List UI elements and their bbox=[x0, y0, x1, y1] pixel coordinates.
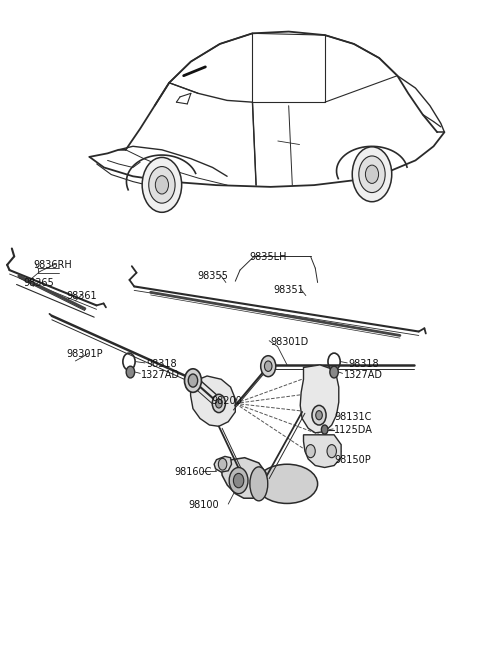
Circle shape bbox=[322, 425, 328, 434]
Polygon shape bbox=[214, 456, 231, 472]
Text: 9836RH: 9836RH bbox=[33, 260, 72, 270]
Polygon shape bbox=[191, 376, 235, 426]
Text: 98200: 98200 bbox=[212, 396, 242, 406]
Polygon shape bbox=[303, 435, 341, 468]
Circle shape bbox=[142, 157, 181, 212]
Ellipse shape bbox=[256, 464, 318, 504]
Text: 98318: 98318 bbox=[348, 360, 379, 370]
Circle shape bbox=[327, 445, 336, 458]
Circle shape bbox=[312, 406, 326, 425]
Circle shape bbox=[330, 366, 338, 378]
Text: 1327AD: 1327AD bbox=[141, 370, 180, 380]
Text: 98301D: 98301D bbox=[271, 337, 309, 347]
Text: 9835LH: 9835LH bbox=[250, 252, 287, 262]
Circle shape bbox=[184, 369, 202, 392]
Text: 98100: 98100 bbox=[188, 500, 219, 510]
Ellipse shape bbox=[250, 467, 268, 501]
Circle shape bbox=[365, 165, 379, 183]
Text: 98160C: 98160C bbox=[174, 467, 212, 477]
Text: 98301P: 98301P bbox=[66, 350, 103, 360]
Text: 98361: 98361 bbox=[66, 291, 96, 301]
Text: 98365: 98365 bbox=[24, 277, 54, 287]
Circle shape bbox=[261, 356, 276, 377]
Circle shape bbox=[233, 474, 244, 488]
Circle shape bbox=[264, 361, 272, 372]
Text: 98150P: 98150P bbox=[334, 456, 371, 466]
Text: 1327AD: 1327AD bbox=[344, 370, 383, 380]
Circle shape bbox=[188, 374, 198, 387]
Circle shape bbox=[216, 399, 222, 408]
Circle shape bbox=[156, 175, 168, 194]
Circle shape bbox=[229, 468, 248, 494]
Text: 98355: 98355 bbox=[198, 271, 228, 281]
Circle shape bbox=[316, 411, 323, 420]
Text: 98318: 98318 bbox=[146, 360, 177, 370]
Circle shape bbox=[126, 366, 134, 378]
Circle shape bbox=[359, 156, 385, 193]
Polygon shape bbox=[300, 365, 339, 433]
Circle shape bbox=[212, 394, 226, 413]
Circle shape bbox=[218, 458, 227, 470]
Text: 1125DA: 1125DA bbox=[334, 426, 373, 436]
Circle shape bbox=[149, 167, 175, 203]
Text: 98351: 98351 bbox=[273, 285, 304, 295]
Text: 98131C: 98131C bbox=[334, 412, 372, 422]
Circle shape bbox=[352, 147, 392, 201]
Polygon shape bbox=[221, 458, 266, 498]
Circle shape bbox=[306, 445, 315, 458]
